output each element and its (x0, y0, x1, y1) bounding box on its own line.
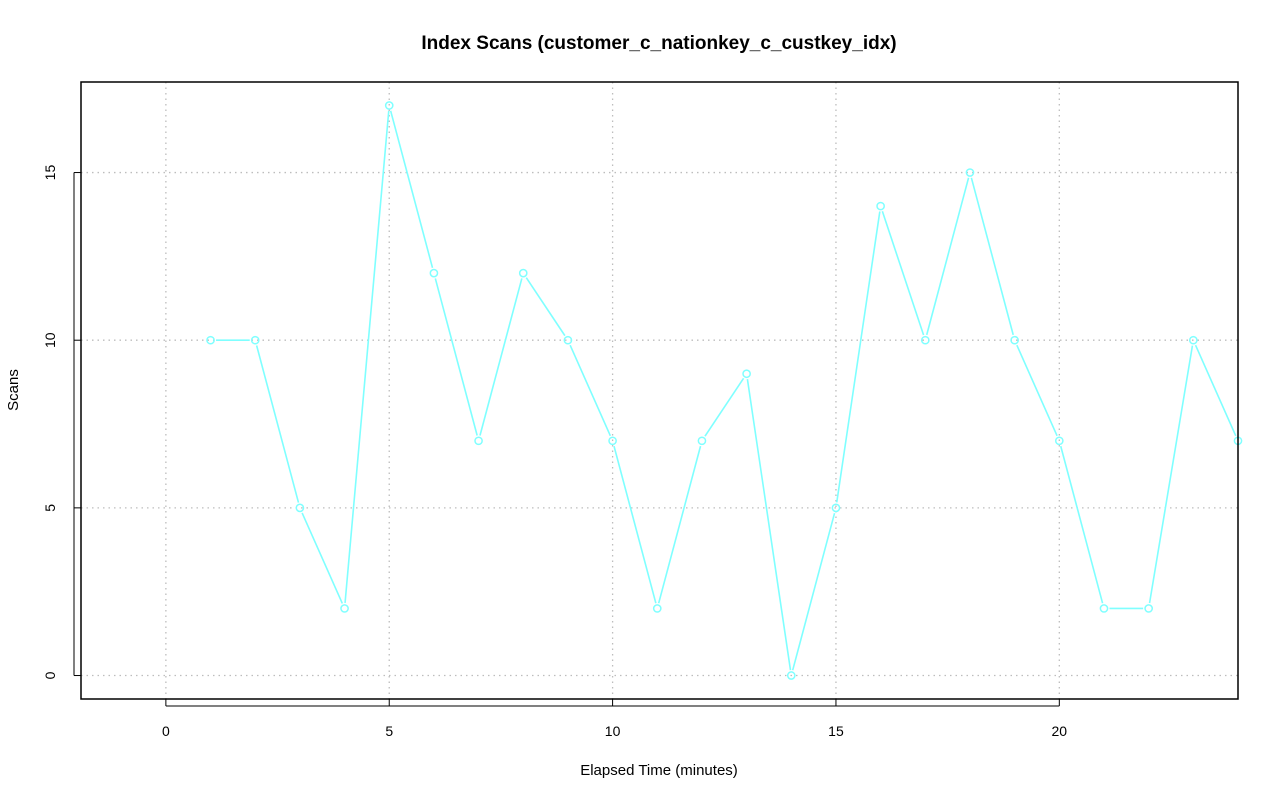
y-tick-label: 15 (42, 165, 58, 181)
series-line-segment (1016, 344, 1058, 437)
data-point (518, 268, 528, 278)
data-point (876, 201, 885, 211)
y-axis: 0 5 10 15 (42, 165, 81, 679)
data-point (384, 101, 394, 110)
data-point (340, 604, 349, 613)
series-line-segment (657, 445, 702, 604)
data-point (1099, 604, 1109, 613)
data-point (831, 503, 841, 513)
series-line-segment (881, 211, 925, 336)
series-line-segment (569, 344, 612, 437)
series-line-segment (835, 211, 881, 503)
series-layer (206, 101, 1243, 680)
data-point (697, 436, 707, 446)
x-axis-label: Elapsed Time (minutes) (580, 762, 738, 779)
y-tick-label: 0 (42, 671, 58, 679)
data-point (563, 335, 573, 345)
series-line-segment (970, 177, 1014, 336)
series-line-segment (434, 278, 478, 436)
y-tick-label: 10 (42, 332, 58, 348)
y-axis-label: Scans (5, 369, 22, 411)
x-axis: 0 5 10 15 20 (162, 699, 1067, 739)
series-line-segment (389, 110, 434, 269)
data-point (250, 335, 260, 345)
data-point (1188, 335, 1198, 345)
x-tick-label: 15 (828, 723, 844, 739)
series-line-segment (525, 277, 566, 337)
series-line-segment (791, 512, 836, 671)
data-point (920, 335, 930, 345)
series-line-segment (613, 445, 657, 604)
series-line-segment (746, 379, 792, 671)
y-tick-label: 5 (42, 504, 58, 512)
series-line-segment (301, 512, 344, 604)
series-line-segment (925, 177, 970, 336)
data-point (1054, 436, 1064, 446)
data-point (1144, 604, 1154, 613)
data-point (206, 335, 215, 345)
chart-title: Index Scans (customer_c_nationkey_c_cust… (421, 33, 896, 54)
data-point (1010, 335, 1019, 345)
x-tick-label: 0 (162, 723, 170, 739)
data-point (474, 436, 483, 446)
data-point (429, 268, 439, 278)
series-line-segment (344, 110, 390, 604)
x-tick-label: 10 (605, 723, 621, 739)
data-point (965, 168, 975, 177)
grid (81, 82, 1238, 699)
series-line-segment (1194, 344, 1237, 437)
x-tick-label: 5 (385, 723, 393, 739)
series-line-segment (479, 278, 523, 436)
data-point (742, 369, 751, 379)
data-point (608, 436, 617, 446)
plot-frame (80, 81, 1239, 700)
x-tick-label: 20 (1052, 723, 1068, 739)
series-line-segment (1059, 445, 1104, 604)
data-point (786, 671, 796, 680)
series-line-segment (1148, 345, 1194, 604)
data-point (295, 503, 305, 513)
series-line-segment (704, 377, 745, 437)
series-line-segment (255, 345, 300, 503)
data-point (652, 604, 662, 613)
